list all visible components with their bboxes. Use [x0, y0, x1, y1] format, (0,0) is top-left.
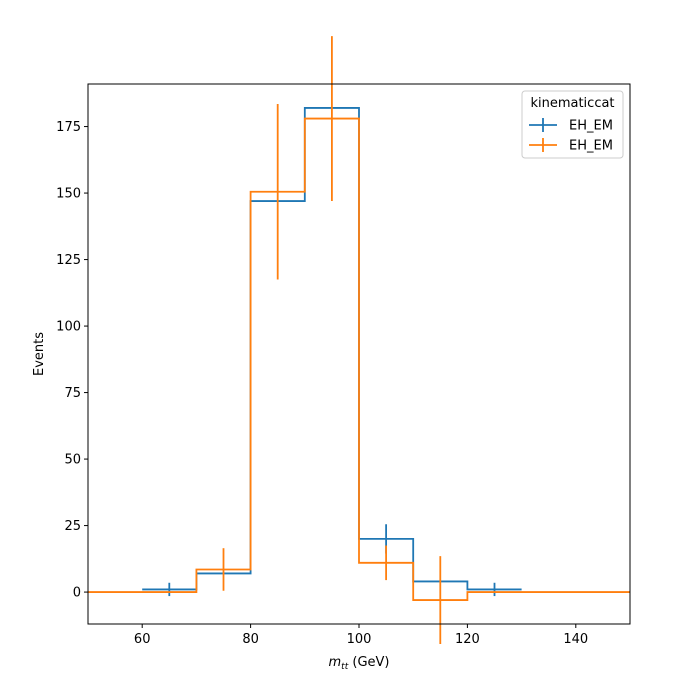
x-axis-ticks: 60 80 100 120 140: [134, 624, 588, 647]
x-axis-label-unit: (GeV): [348, 655, 389, 670]
x-tick-label: 100: [347, 632, 372, 647]
legend-box: [521, 90, 624, 159]
legend-label: EH_EM: [569, 139, 613, 154]
x-axis-label-main: m: [329, 655, 342, 670]
y-tick-label: 175: [56, 120, 81, 135]
plot-marks: [88, 36, 630, 644]
x-tick-label: 60: [134, 632, 151, 647]
legend-title: kinematiccat: [530, 96, 614, 111]
y-axis-label: Events: [32, 332, 47, 376]
y-tick-label: 125: [56, 253, 81, 268]
legend: kinematiccat EH_EM EH_EM: [521, 90, 624, 159]
y-tick-label: 25: [64, 519, 81, 534]
series-2: [88, 36, 630, 644]
x-tick-label: 120: [455, 632, 480, 647]
legend-entries: EH_EM EH_EM: [529, 118, 613, 154]
y-tick-label: 100: [56, 320, 81, 335]
y-tick-label: 150: [56, 187, 81, 202]
x-axis-label: mtt (GeV): [329, 655, 390, 672]
y-tick-label: 0: [73, 586, 81, 601]
x-tick-label: 80: [242, 632, 259, 647]
y-axis-ticks: 0 25 50 75 100 125 150 175: [56, 120, 88, 601]
histogram-step-line: [88, 117, 630, 601]
legend-item: EH_EM: [529, 118, 613, 134]
x-axis-label-sub: tt: [341, 662, 349, 672]
x-tick-label: 140: [563, 632, 588, 647]
legend-item: EH_EM: [529, 138, 613, 154]
y-tick-label: 50: [64, 453, 81, 468]
legend-label: EH_EM: [569, 119, 613, 134]
y-tick-label: 75: [64, 386, 81, 401]
